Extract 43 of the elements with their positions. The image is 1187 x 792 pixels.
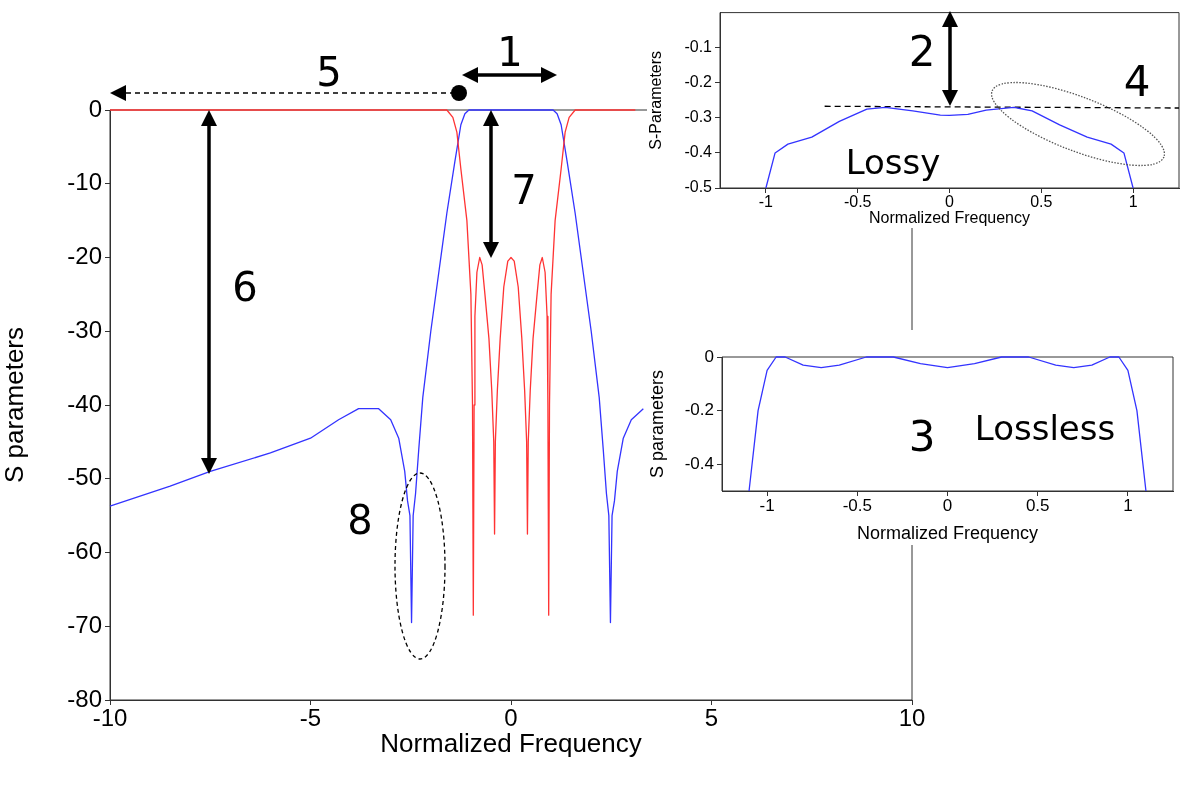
annotation: 7 xyxy=(511,167,537,213)
x-tick-label: 0 xyxy=(942,495,953,515)
x-tick-label: 1 xyxy=(1128,193,1138,211)
x-tick-label: 10 xyxy=(898,704,926,732)
text: 5 xyxy=(316,49,342,95)
x-tick-label: -0.5 xyxy=(842,495,872,515)
y-axis-title: S-Parameters xyxy=(647,50,665,150)
x-axis-title: Normalized Frequency xyxy=(856,523,1039,544)
y-tick-label: -50 xyxy=(67,463,102,491)
x-tick-label: 5 xyxy=(704,704,719,732)
annotation: 6 xyxy=(232,264,258,310)
y-tick-label: -0.4 xyxy=(684,453,714,473)
y-tick-label: -40 xyxy=(67,389,102,417)
y-tick-label: -60 xyxy=(67,537,102,565)
annotation: 8 xyxy=(347,497,373,543)
x-axis-title: Normalized Frequency xyxy=(869,208,1030,226)
y-tick-label: -0.5 xyxy=(684,178,713,196)
y-tick-label: -70 xyxy=(67,610,102,638)
y-tick-label: -0.2 xyxy=(684,400,714,420)
y-tick-label: -0.1 xyxy=(684,38,713,56)
text: 1 xyxy=(497,29,523,75)
y-tick-label: 0 xyxy=(88,94,102,122)
x-tick-label: -1 xyxy=(759,495,775,515)
annotation: 3 xyxy=(908,412,936,461)
x-tick-label: 1 xyxy=(1123,495,1133,515)
y-axis-title: S parameters xyxy=(0,326,29,484)
annotation: Lossy xyxy=(845,142,941,182)
y-tick-label: 0 xyxy=(704,346,714,366)
annotation: 2 xyxy=(908,27,936,76)
y-axis-title: S parameters xyxy=(646,369,667,479)
x-tick-label: 0 xyxy=(945,193,955,211)
x-tick-label: -1 xyxy=(758,193,774,211)
y-tick-label: -0.3 xyxy=(684,108,713,126)
x-tick-label: -5 xyxy=(299,704,322,732)
y-tick-label: -0.4 xyxy=(684,143,713,161)
annotation: Lossless xyxy=(974,408,1116,448)
y-tick-label: -0.2 xyxy=(684,73,713,91)
y-tick-label: -20 xyxy=(67,242,102,270)
annotation: 4 xyxy=(1123,57,1151,106)
x-tick-label: -0.5 xyxy=(843,193,872,211)
y-tick-label: -30 xyxy=(67,315,102,343)
x-tick-label: 0.5 xyxy=(1025,495,1050,515)
x-tick-label: 0.5 xyxy=(1030,193,1053,211)
